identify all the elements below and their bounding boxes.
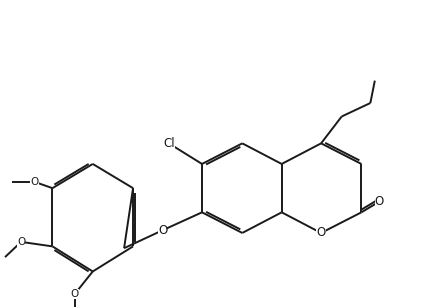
Text: O: O [71,289,79,299]
Text: O: O [316,226,326,239]
Text: O: O [17,237,25,247]
Text: Cl: Cl [163,137,175,150]
Text: O: O [158,224,167,237]
Text: O: O [30,177,39,187]
Text: O: O [374,195,384,208]
